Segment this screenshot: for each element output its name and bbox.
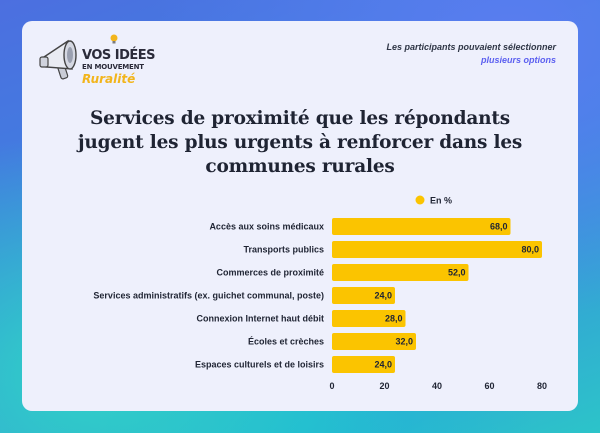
bar (332, 218, 511, 235)
bar (332, 310, 406, 327)
logo-line1: VOS IDÉES (82, 48, 156, 63)
logo: VOS IDÉES EN MOUVEMENT Ruralité (38, 31, 156, 101)
logo-line2: EN MOUVEMENT (82, 63, 144, 71)
note-highlight: plusieurs options (480, 55, 556, 65)
category-label: Connexion Internet haut débit (197, 314, 325, 324)
selection-note: Les participants pouvaient sélectionner … (356, 41, 556, 67)
data-label: 28,0 (385, 314, 403, 324)
bar (332, 333, 416, 350)
megaphone-icon (39, 39, 77, 80)
chart-title: Services de proximité que les répondants… (77, 108, 523, 177)
data-label: 80,0 (521, 245, 539, 255)
lightbulb-icon (110, 34, 118, 44)
bar (332, 264, 469, 281)
data-label: 68,0 (490, 222, 508, 232)
category-label: Commerces de proximité (216, 268, 324, 278)
bar (332, 356, 395, 373)
x-tick-label: 80 (537, 381, 547, 391)
category-label: Écoles et crèches (248, 337, 324, 347)
data-label: 24,0 (374, 291, 392, 301)
logo-line3: Ruralité (82, 72, 136, 86)
note-prefix: Les participants pouvaient sélectionner (386, 42, 556, 52)
x-tick-label: 20 (379, 381, 389, 391)
chart-card: VOS IDÉES EN MOUVEMENT Ruralité Les part… (22, 21, 578, 411)
x-tick-label: 60 (484, 381, 494, 391)
legend-label: En % (430, 196, 452, 206)
category-label: Accès aux soins médicaux (209, 222, 324, 232)
category-label: Services administratifs (ex. guichet com… (93, 291, 324, 301)
data-label: 32,0 (395, 337, 413, 347)
category-label: Espaces culturels et de loisirs (195, 360, 324, 370)
x-tick-label: 0 (329, 381, 334, 391)
bar (332, 287, 395, 304)
data-label: 52,0 (448, 268, 466, 278)
category-label: Transports publics (243, 245, 324, 255)
bar (332, 241, 542, 258)
x-tick-label: 40 (432, 381, 442, 391)
legend-marker (415, 195, 425, 205)
data-label: 24,0 (374, 360, 392, 370)
bar-chart: En % Accès aux soins médicaux 68,0 Transpor… (93, 195, 547, 391)
